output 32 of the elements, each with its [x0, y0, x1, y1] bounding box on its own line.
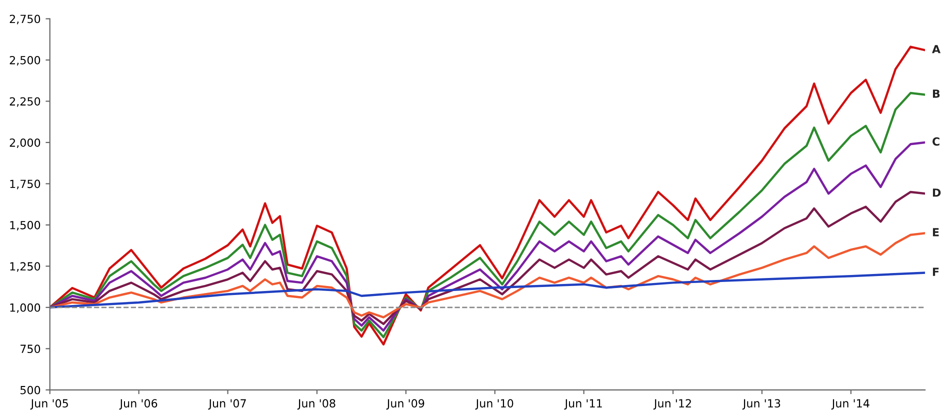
line-series — [50, 272, 926, 309]
series-label: C — [932, 137, 940, 146]
y-tick-label: 750 — [20, 344, 40, 354]
x-tick-label: Jun '06 — [119, 399, 158, 410]
series-label: D — [932, 188, 941, 197]
x-tick-label: Jun '13 — [742, 399, 780, 410]
x-tick-label: Jun '12 — [653, 399, 691, 410]
series-label: E — [932, 228, 939, 236]
y-tick-label: 2,750 — [10, 14, 40, 24]
line-series — [50, 190, 926, 326]
y-tick-label: 500 — [20, 386, 40, 394]
x-tick-label: Jun '10 — [475, 399, 514, 410]
y-tick-label: 1,750 — [10, 180, 40, 190]
y-tick-label: 2,000 — [10, 138, 40, 148]
line-series — [50, 92, 926, 338]
y-tick-label: 2,500 — [10, 56, 40, 66]
x-tick-label: Jun '09 — [386, 399, 424, 410]
x-tick-label: Jun '07 — [208, 399, 246, 410]
y-tick-label: 1,250 — [10, 262, 40, 272]
line-series — [50, 141, 926, 332]
series-label: A — [932, 45, 940, 54]
x-tick-label: Jun '08 — [297, 399, 336, 410]
y-tick-label: 2,250 — [10, 97, 40, 107]
series-label: B — [932, 90, 940, 98]
x-tick-label: Jun '14 — [831, 399, 870, 410]
x-tick-label: Jun '11 — [564, 399, 602, 410]
y-tick-label: 1,000 — [10, 303, 40, 313]
line-series — [50, 46, 926, 346]
x-tick-label: Jun '05 — [30, 399, 68, 410]
y-tick-label: 1,500 — [10, 220, 40, 230]
series-label: F — [932, 268, 939, 276]
line-series — [50, 232, 926, 318]
